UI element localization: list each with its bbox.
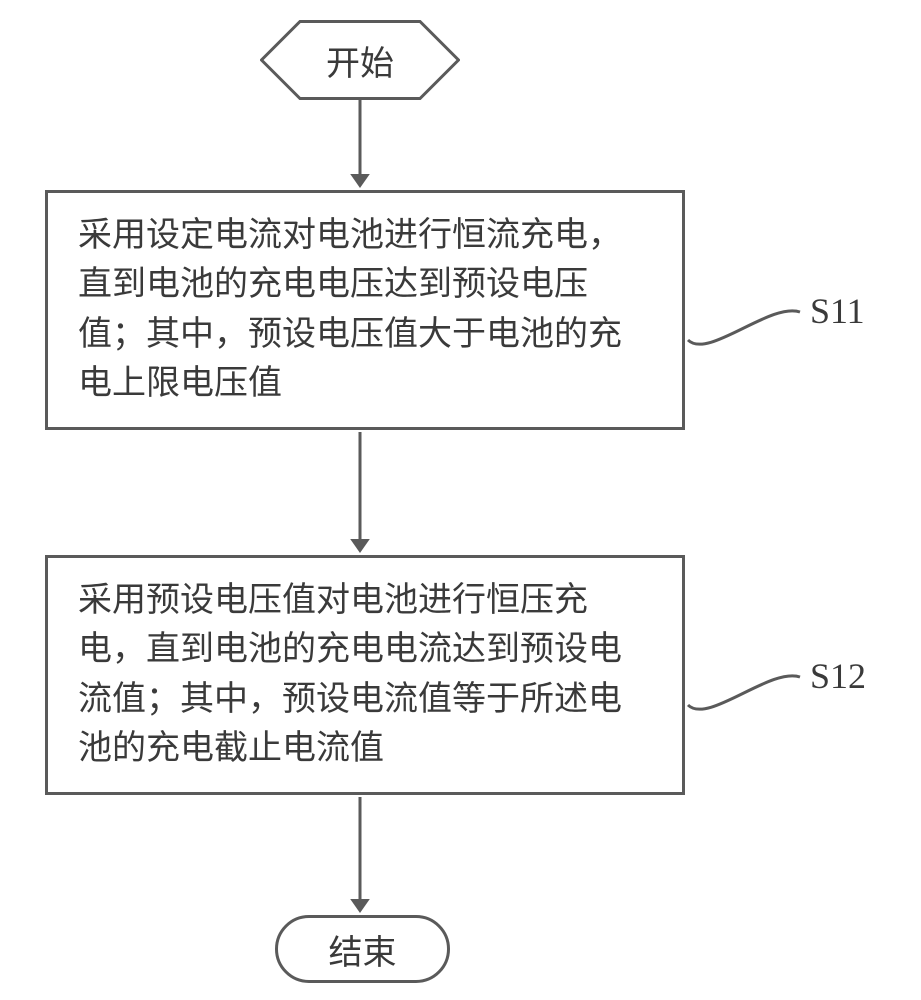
arrow-3: [340, 795, 380, 915]
start-node: 开始: [260, 20, 460, 100]
arrow-1: [340, 98, 380, 190]
step-label-s12-text: S12: [810, 656, 866, 696]
step1-text: 采用设定电流对电池进行恒流充电，直到电池的充电电压达到预设电压值；其中，预设电压…: [78, 217, 622, 402]
curve-s11: [683, 282, 805, 370]
step2-node: 采用预设电压值对电池进行恒压充电，直到电池的充电电流达到预设电流值；其中，预设电…: [45, 555, 685, 795]
step2-text: 采用预设电压值对电池进行恒压充电，直到电池的充电电流达到预设电流值；其中，预设电…: [78, 582, 622, 767]
flowchart-container: 开始 采用设定电流对电池进行恒流充电，直到电池的充电电压达到预设电压值；其中，预…: [0, 0, 921, 1000]
step-label-s11: S11: [810, 290, 865, 332]
step1-node: 采用设定电流对电池进行恒流充电，直到电池的充电电压达到预设电压值；其中，预设电压…: [45, 190, 685, 430]
step-label-s12: S12: [810, 655, 866, 697]
end-node: 结束: [275, 915, 450, 983]
curve-s12: [683, 647, 805, 735]
arrow-2: [340, 430, 380, 555]
start-label: 开始: [260, 20, 460, 100]
step-label-s11-text: S11: [810, 291, 865, 331]
end-label: 结束: [329, 925, 397, 974]
